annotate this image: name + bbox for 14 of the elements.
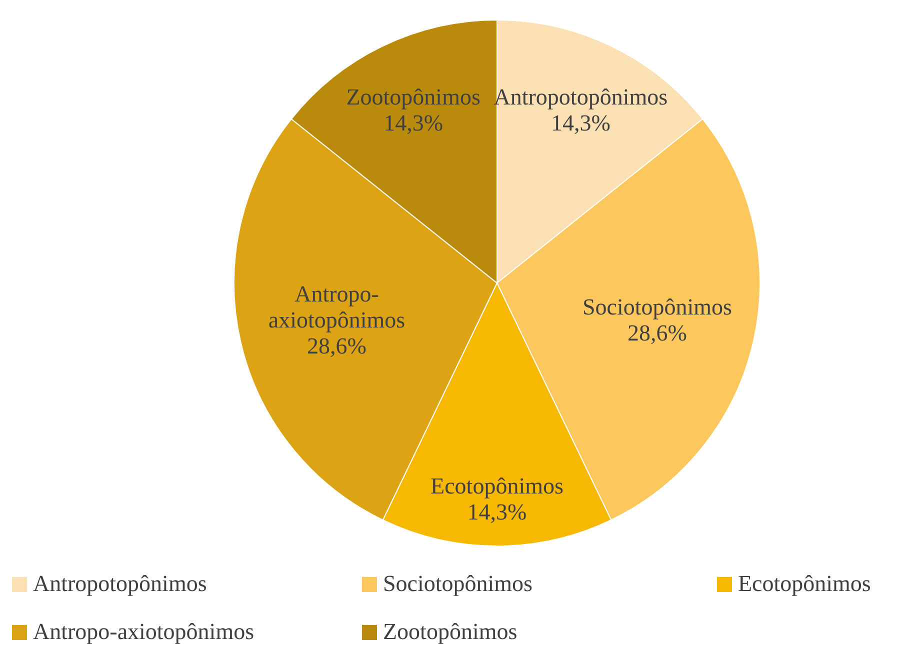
data-label: 14,3% (467, 499, 527, 524)
data-label: 28,6% (307, 333, 366, 358)
legend-label: Sociotopônimos (383, 571, 533, 597)
data-label: 28,6% (628, 320, 687, 346)
legend-label: Ecotopônimos (738, 571, 871, 597)
legend-label: Zootopônimos (383, 619, 518, 645)
legend-label: Antropotopônimos (33, 571, 207, 597)
legend-label: Antropo-axiotopônimos (33, 619, 254, 645)
slice-label: Antropo-axiotopônimos (268, 281, 406, 332)
slice-label: Sociotopônimos (582, 294, 732, 320)
data-label: 14,3% (384, 110, 444, 135)
slice-label: Zootopônimos (346, 84, 480, 109)
slice-label: Ecotopônimos (430, 473, 564, 498)
data-label: 14,3% (550, 110, 610, 135)
